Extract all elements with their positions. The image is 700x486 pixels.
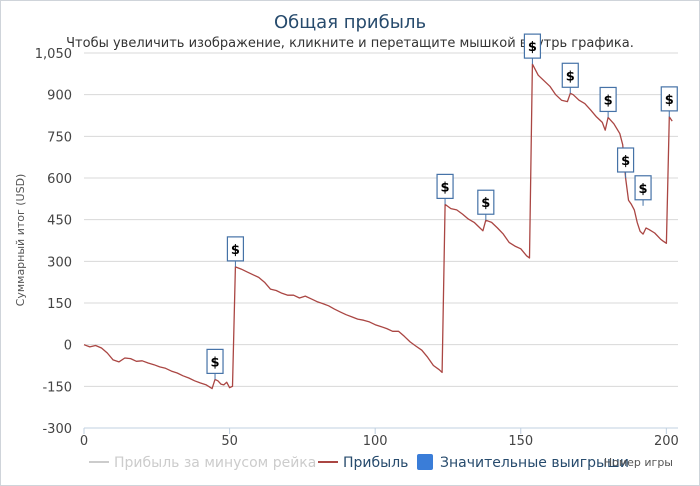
legend-item-net-profit[interactable]: Прибыль за минусом рейка [89, 455, 316, 471]
y-tick-label: 900 [47, 89, 72, 104]
y-tick-label: 750 [47, 130, 72, 145]
legend-label-big-wins[interactable]: Значительные выигрыши [440, 455, 629, 471]
flag-box [226, 236, 245, 262]
y-tick-label: -300 [42, 422, 72, 437]
flag-marker[interactable]: $ [477, 189, 495, 221]
legend-swatch-big-wins [417, 454, 433, 470]
flag-label: $ [231, 243, 240, 258]
flag-label: $ [441, 180, 450, 195]
x-tick-label: 0 [80, 434, 88, 449]
legend-item-profit[interactable]: Прибыль [318, 455, 408, 471]
x-tick-label: 100 [363, 434, 388, 449]
flag-box [599, 86, 617, 113]
flag-label: $ [211, 355, 220, 370]
plot-area[interactable] [83, 63, 673, 390]
flag-marker[interactable]: $ [660, 86, 678, 117]
x-axis-ticks: 0 50 100 150 200 [80, 427, 679, 449]
y-tick-label: 450 [47, 214, 72, 229]
flag-box [561, 62, 579, 88]
flag-box [634, 175, 652, 201]
flag-box [660, 86, 678, 112]
flag-label: $ [665, 93, 674, 108]
chart-subtitle: Чтобы увеличить изображение, кликните и … [66, 36, 634, 51]
flag-marker[interactable]: $ [616, 147, 635, 178]
y-tick-label: 1,050 [35, 47, 72, 62]
legend-item-big-wins[interactable]: Значительные выигрыши [417, 454, 629, 471]
series-line-profit[interactable] [83, 63, 673, 390]
flag-box [616, 147, 635, 173]
y-tick-label: 150 [47, 297, 72, 312]
legend-label-net-profit[interactable]: Прибыль за минусом рейка [114, 455, 316, 471]
flag-marker[interactable]: $ [523, 33, 542, 65]
y-axis-title: Суммарный итог (USD) [14, 174, 27, 307]
flag-box [477, 189, 495, 215]
y-tick-label: 300 [47, 255, 72, 270]
flag-box [523, 33, 542, 59]
flag-marker[interactable]: $ [436, 173, 454, 205]
flag-markers[interactable]: $ $ $ $ $ $ $ $ $ $ [206, 33, 678, 380]
y-tick-label: -150 [42, 380, 72, 395]
x-tick-label: 150 [508, 434, 533, 449]
flag-label: $ [639, 182, 648, 197]
flag-label: $ [481, 196, 490, 211]
x-axis-title: Номер игры [604, 456, 673, 469]
flag-box [436, 173, 454, 199]
flag-marker[interactable]: $ [206, 348, 224, 380]
flag-marker[interactable]: $ [226, 236, 245, 267]
legend[interactable]: Прибыль за минусом рейка Прибыль Значите… [89, 454, 629, 471]
flag-label: $ [528, 40, 537, 55]
x-tick-label: 200 [654, 434, 679, 449]
x-tick-label: 50 [221, 434, 238, 449]
chart-title: Общая прибыль [274, 12, 426, 33]
flag-label: $ [621, 154, 630, 169]
y-tick-label: 600 [47, 172, 72, 187]
flag-marker[interactable]: $ [561, 62, 579, 94]
flag-marker[interactable]: $ [599, 86, 617, 118]
y-tick-label: 0 [64, 339, 72, 354]
y-axis-ticks: -300 -150 0 150 300 450 600 750 900 1,050 [35, 47, 72, 437]
flag-label: $ [604, 93, 613, 108]
legend-label-profit[interactable]: Прибыль [343, 455, 408, 471]
flag-box [206, 348, 224, 374]
flag-label: $ [566, 69, 575, 84]
flag-marker[interactable]: $ [634, 175, 652, 206]
